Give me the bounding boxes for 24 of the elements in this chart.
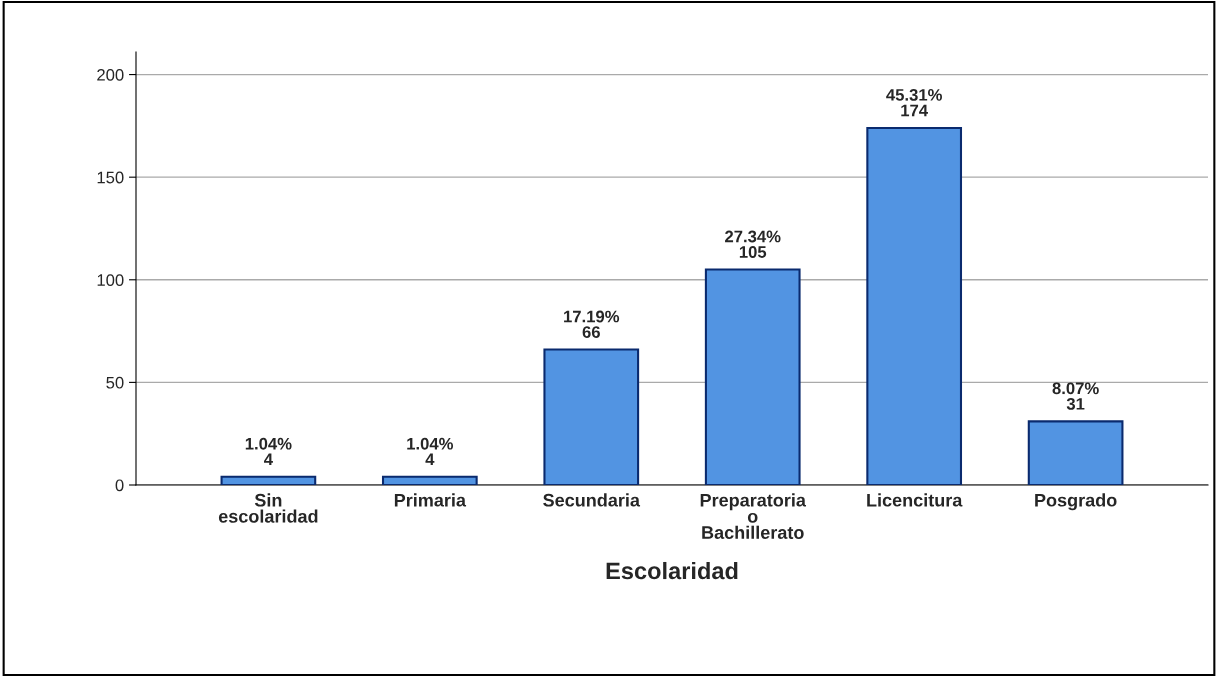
x-tick-label: Preparatoria o Bachillerato xyxy=(700,493,807,539)
y-tick-label: 50 xyxy=(106,376,124,389)
x-tick-label: Posgrado xyxy=(1035,493,1117,511)
bar xyxy=(704,268,801,485)
bar xyxy=(1027,420,1124,485)
bar xyxy=(381,475,478,485)
data-label: 27.34% 105 xyxy=(725,230,781,258)
x-tick-label: Licencitura xyxy=(867,493,963,507)
y-tick-label: 200 xyxy=(97,68,124,81)
bar xyxy=(543,348,640,485)
bar xyxy=(220,475,317,485)
data-label: 1.04% 4 xyxy=(407,437,454,465)
bar xyxy=(866,126,963,485)
data-label: 45.31% 174 xyxy=(886,88,942,117)
y-tick-label: 150 xyxy=(97,171,124,184)
data-label: 1.04% 4 xyxy=(245,437,292,465)
y-tick-label: 0 xyxy=(115,479,124,492)
data-label: 17.19% 66 xyxy=(564,310,620,338)
x-axis-title: Escolaridad xyxy=(606,561,738,580)
x-tick-label: Sin escolaridad xyxy=(218,493,318,523)
y-tick-label: 100 xyxy=(97,274,124,286)
x-tick-label: Primaria xyxy=(394,493,467,507)
data-label: 8.07% 31 xyxy=(1052,382,1099,410)
x-tick-label: Secundaria xyxy=(543,493,641,507)
